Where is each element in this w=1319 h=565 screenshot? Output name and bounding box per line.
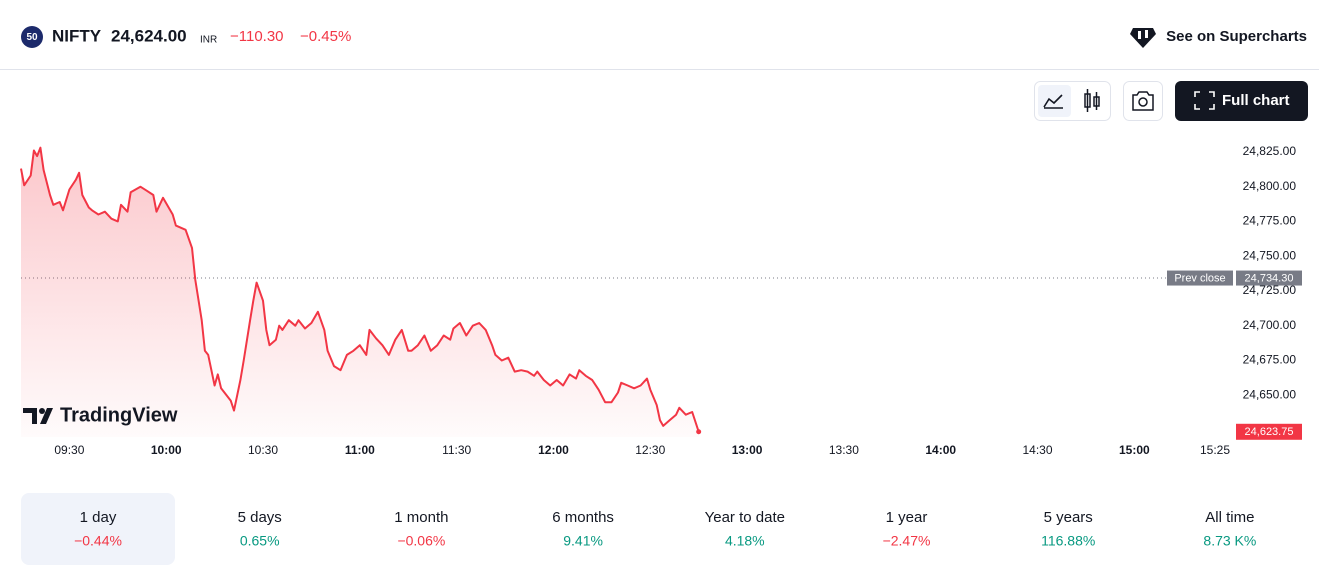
link-text: See on Supercharts <box>1166 28 1307 45</box>
y-tick-label: 24,775.00 <box>1243 214 1297 228</box>
price-line <box>20 146 700 433</box>
period-tab[interactable]: All time 8.73 K% <box>1203 509 1256 549</box>
x-tick-label: 11:00 <box>345 443 375 457</box>
prev-close-tag <box>1167 270 1233 286</box>
y-tick-label: 24,675.00 <box>1243 353 1297 367</box>
period-name: Year to date <box>705 509 785 526</box>
x-tick-label: 10:00 <box>151 443 182 457</box>
period-name: 1 year <box>886 509 928 526</box>
x-tick-label: 12:00 <box>538 443 569 457</box>
supercharts-link[interactable]: See on Supercharts <box>1130 28 1307 48</box>
prev-close-value-tag <box>1236 270 1302 286</box>
last-price-tag <box>1236 423 1302 440</box>
change-percent: −0.45% <box>300 28 351 45</box>
period-change: 116.88% <box>1041 533 1095 549</box>
x-tick-label: 12:30 <box>635 443 665 457</box>
period-change: −0.06% <box>397 533 445 549</box>
area <box>21 147 699 437</box>
period-tab[interactable]: 1 year −2.47% <box>883 509 931 549</box>
y-tick-label: 24,800.00 <box>1243 179 1297 193</box>
period-name: All time <box>1205 509 1254 526</box>
logo-part <box>40 408 53 424</box>
prev-close-value: 24,734.30 <box>1245 272 1294 284</box>
period-change: 4.18% <box>725 533 765 549</box>
y-tick-label: 24,825.00 <box>1243 144 1297 158</box>
y-tick-label: 24,650.00 <box>1243 387 1297 401</box>
currency: INR <box>200 35 217 46</box>
change: −110.30 <box>230 28 284 45</box>
x-tick-label: 14:00 <box>925 443 956 457</box>
period-tab[interactable]: 1 day −0.44% <box>21 493 175 565</box>
y-tick-label: 24,700.00 <box>1243 318 1297 332</box>
full-chart-text: Full chart <box>1222 92 1290 109</box>
camera-lens <box>1138 97 1148 107</box>
period-change: 0.65% <box>240 533 280 549</box>
prev-close-name: Prev close <box>1174 272 1225 284</box>
snapshot-button[interactable] <box>1123 81 1163 121</box>
y-tick-label: 24,750.00 <box>1243 248 1297 262</box>
x-tick-label: 13:30 <box>829 443 859 457</box>
snapshot-frame <box>1123 81 1163 121</box>
period-change: 8.73 K% <box>1203 533 1256 549</box>
price: 24,624.00 <box>111 26 187 45</box>
link-icon-part <box>1138 31 1141 39</box>
watermark: TradingView <box>23 404 178 426</box>
candle-type-button[interactable] <box>1084 89 1100 112</box>
x-tick-label: 15:00 <box>1119 443 1150 457</box>
last-price-value: 24,623.75 <box>1245 426 1294 438</box>
period-name: 6 months <box>552 509 614 526</box>
link-icon-part <box>1145 30 1148 38</box>
line-type-button[interactable] <box>1038 85 1071 117</box>
fullscreen-icon <box>1194 91 1215 110</box>
period-tab[interactable]: 1 month −0.06% <box>394 509 448 549</box>
period-name: 1 month <box>394 509 448 526</box>
logo-part <box>39 408 45 414</box>
full-chart-button[interactable]: Full chart <box>1175 81 1308 121</box>
x-tick-label: 11:30 <box>442 443 471 457</box>
camera-icon <box>1132 91 1154 111</box>
badge-text: 50 <box>26 32 38 43</box>
period-tab[interactable]: 5 years 116.88% <box>1041 509 1095 549</box>
symbol-badge <box>21 26 43 48</box>
period-selected-bg <box>21 493 175 565</box>
period-tab[interactable]: 5 days 0.65% <box>238 509 282 549</box>
watermark-text: TradingView <box>60 404 178 426</box>
period-tab[interactable]: Year to date 4.18% <box>705 509 785 549</box>
last-point <box>696 429 702 435</box>
line-type-icon <box>1043 94 1063 109</box>
period-change: −2.47% <box>883 533 931 549</box>
link-icon <box>1130 28 1156 48</box>
x-tick-label: 14:30 <box>1022 443 1052 457</box>
period-tab[interactable]: 6 months 9.41% <box>552 509 614 549</box>
logo-part <box>23 408 37 424</box>
x-tick-label: 09:30 <box>54 443 84 457</box>
period-name: 5 years <box>1044 509 1093 526</box>
period-name: 5 days <box>238 509 282 526</box>
symbol: NIFTY <box>52 26 102 45</box>
full-chart-bg <box>1175 81 1308 121</box>
period-change: −0.44% <box>74 533 122 549</box>
x-tick-label: 10:30 <box>248 443 278 457</box>
period-name: 1 day <box>80 509 117 526</box>
period-change: 9.41% <box>563 533 603 549</box>
y-tick-label: 24,725.00 <box>1243 283 1297 297</box>
x-tick-label: 15:25 <box>1200 443 1230 457</box>
x-tick-label: 13:00 <box>732 443 763 457</box>
